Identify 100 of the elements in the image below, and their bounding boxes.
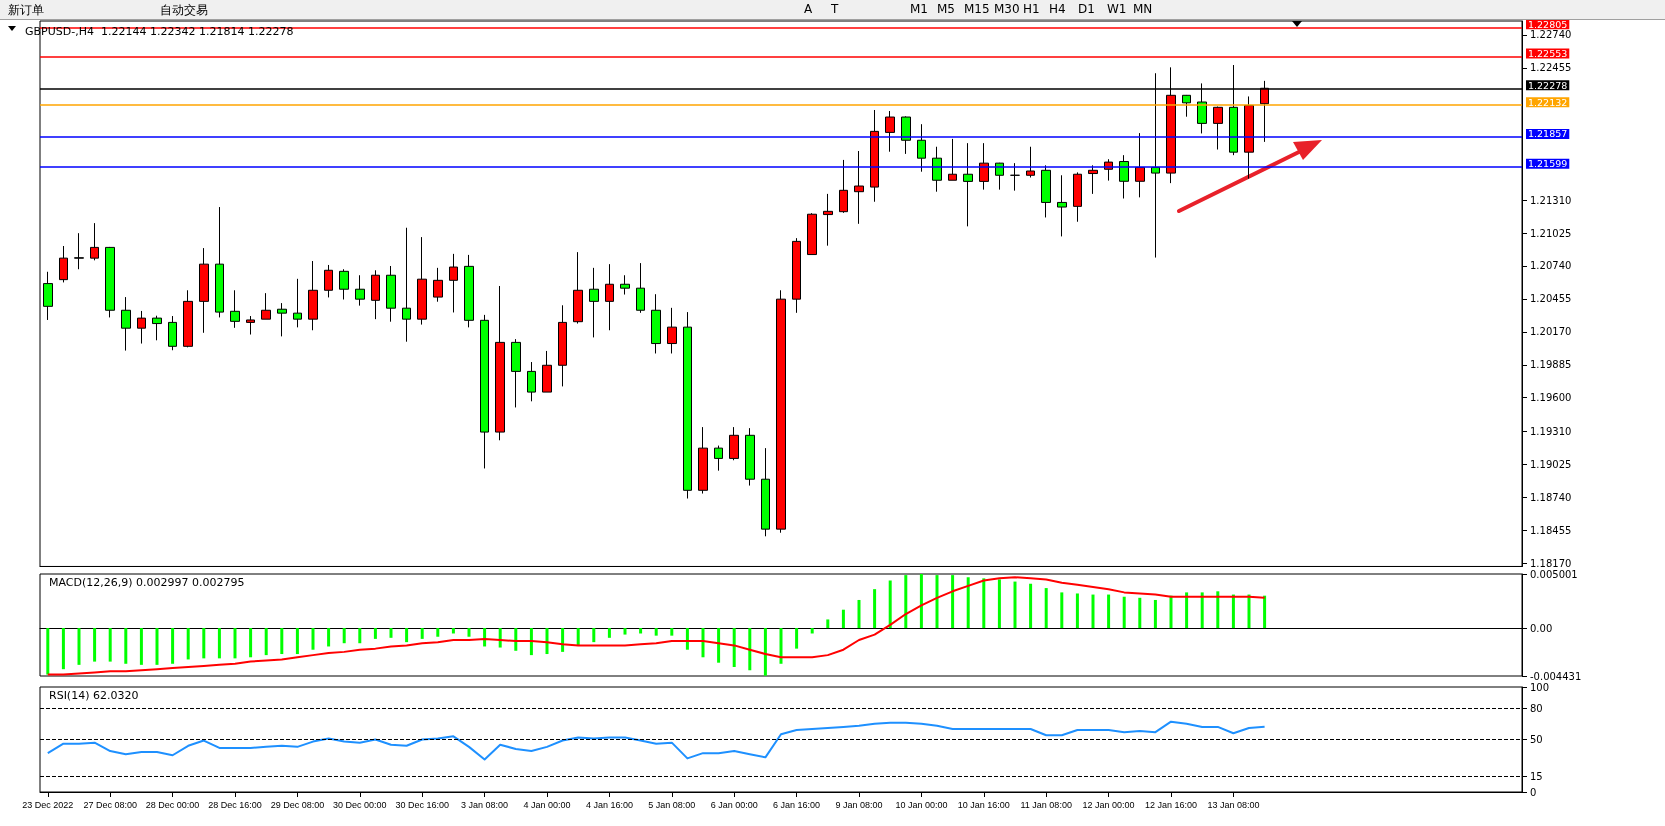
candlestick: [558, 304, 567, 387]
bar: [639, 628, 643, 634]
candlestick: [261, 292, 271, 320]
candlestick: [729, 426, 739, 461]
candlestick: [168, 315, 177, 351]
candlestick: [1041, 164, 1051, 218]
bar: [1263, 595, 1267, 629]
x-tick-label: 30 Dec 00:00: [333, 799, 387, 810]
candlestick: [1088, 164, 1098, 195]
candlestick: [573, 251, 583, 325]
bar: [420, 628, 424, 639]
bar: [1044, 588, 1048, 629]
bar: [919, 574, 923, 629]
y-tick-label: 1.19600: [1530, 392, 1572, 404]
candlestick: [215, 206, 224, 318]
chart-title: GBPUSD-,H4 1.22144 1.22342 1.21814 1.22278: [25, 25, 294, 38]
text: 新订单: [8, 2, 44, 19]
candlestick: [59, 245, 68, 283]
candlestick: [74, 232, 84, 270]
bar: [155, 628, 159, 665]
x-tick-label: 28 Dec 16:00: [208, 799, 262, 810]
text: H1: [1023, 2, 1040, 16]
bar: [732, 628, 736, 668]
bar: [311, 628, 315, 650]
x-tick-label: 3 Jan 08:00: [461, 799, 509, 810]
bar: [46, 628, 50, 675]
bar: [763, 628, 767, 676]
bar: [436, 628, 440, 637]
y-tick-label: 1.21025: [1530, 227, 1572, 239]
bar: [1060, 592, 1064, 629]
candlestick: [152, 315, 162, 341]
y-tick-label: 0: [1530, 786, 1537, 798]
bar: [171, 628, 175, 664]
bar: [748, 628, 752, 671]
text: D1: [1078, 2, 1095, 16]
bar: [717, 628, 721, 663]
y-tick-label: 1.18455: [1530, 524, 1572, 536]
y-tick-label: 1.20170: [1530, 326, 1572, 338]
bar: [826, 619, 830, 629]
bar: [1029, 583, 1033, 629]
candlestick: [948, 138, 957, 181]
candlestick: [105, 246, 115, 318]
ref-line-label: 1.21599: [1528, 158, 1568, 170]
text: W1: [1107, 2, 1127, 16]
candlestick: [417, 236, 427, 326]
candlestick: [199, 247, 209, 334]
x-tick-label: 29 Dec 08:00: [270, 799, 325, 810]
x-tick-label: 4 Jan 00:00: [523, 799, 571, 810]
text: M30: [994, 2, 1020, 16]
x-tick-label: 30 Dec 16:00: [395, 799, 449, 810]
y-tick-label: 1.20740: [1530, 260, 1572, 272]
bar: [561, 628, 565, 652]
bar: [295, 628, 299, 655]
candlestick: [917, 123, 926, 173]
bar: [1231, 594, 1235, 629]
candlestick: [308, 260, 318, 331]
y-tick-label: 1.19310: [1530, 425, 1572, 437]
candlestick: [324, 264, 333, 298]
bar: [951, 575, 955, 629]
candlestick: [355, 274, 365, 307]
bar: [202, 628, 206, 659]
bar: [389, 628, 393, 638]
candlestick: [979, 142, 989, 191]
candlestick: [183, 289, 193, 348]
candlestick: [932, 146, 942, 193]
candlestick: [495, 285, 505, 441]
bar: [545, 628, 549, 655]
bar: [233, 628, 237, 659]
x-tick-label: 5 Jan 08:00: [648, 799, 696, 810]
bar: [514, 628, 518, 651]
y-tick-label: 50: [1530, 734, 1543, 745]
candlestick: [776, 289, 786, 534]
candlestick: [667, 307, 677, 354]
candlestick: [1057, 174, 1067, 237]
bar: [77, 628, 81, 665]
candlestick: [293, 278, 302, 328]
bar: [904, 575, 908, 629]
bar: [342, 628, 346, 644]
candlestick: [1119, 154, 1129, 200]
candlestick: [449, 253, 458, 313]
candlestick: [807, 212, 817, 256]
ref-line-label: 1.22553: [1528, 47, 1568, 59]
line-series: [46, 576, 1266, 676]
bar: [779, 628, 783, 664]
x-tick-label: 23 Dec 2022: [22, 799, 74, 810]
candlestick: [823, 193, 833, 247]
candlestick: [745, 427, 755, 487]
x-tick-label: 28 Dec 00:00: [145, 799, 200, 810]
y-tick-label: 0.00: [1530, 622, 1553, 634]
bar: [249, 628, 253, 658]
bar: [1200, 592, 1204, 629]
candlestick: [1026, 146, 1035, 178]
y-tick-label: 1.19885: [1530, 359, 1572, 371]
bar: [857, 599, 861, 629]
bar: [498, 628, 502, 648]
bar: [607, 628, 611, 638]
candlestick: [339, 268, 349, 301]
candlestick: [854, 150, 864, 225]
text: A: [804, 2, 813, 16]
bar: [327, 628, 331, 647]
